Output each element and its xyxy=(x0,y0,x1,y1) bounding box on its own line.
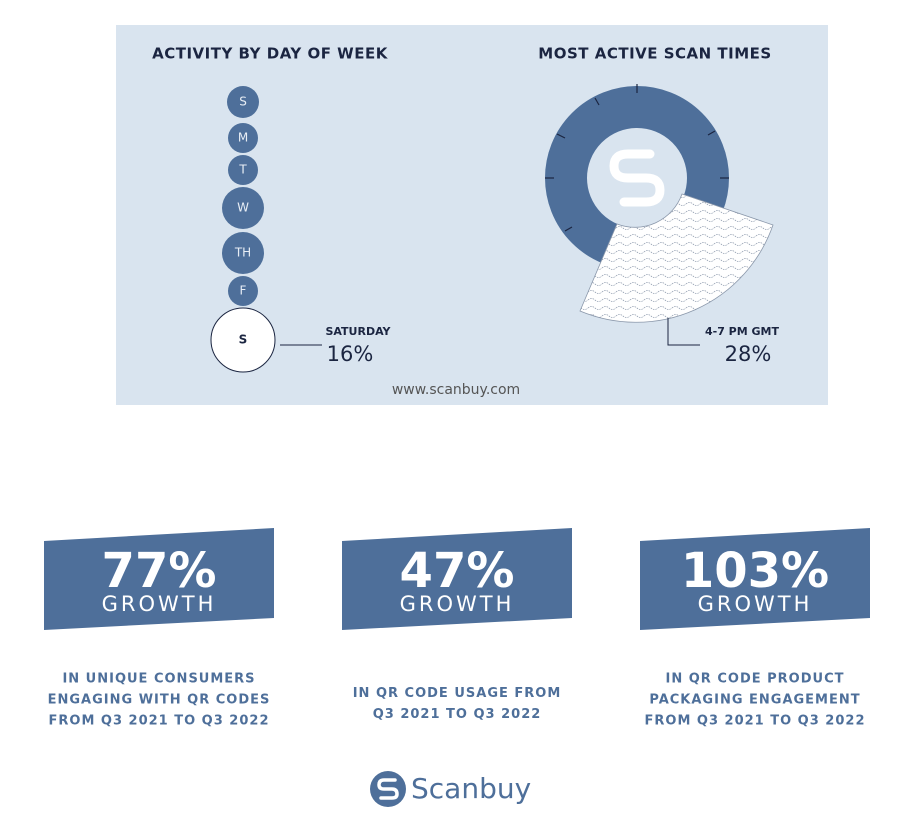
panel-title: MOST ACTIVE SCAN TIMES xyxy=(538,45,771,63)
highlight-value: 16% xyxy=(327,342,374,366)
stat-description: FROM Q3 2021 TO Q3 2022 xyxy=(645,714,866,729)
stat-banner xyxy=(640,528,870,630)
stat-banner xyxy=(44,528,274,630)
stat-banner xyxy=(342,528,572,630)
day-circle xyxy=(228,123,258,153)
day-circle xyxy=(222,187,264,229)
highlight-wedge xyxy=(579,193,774,323)
highlight-day: S xyxy=(239,333,248,347)
logo-mark xyxy=(609,149,665,207)
day-label: T xyxy=(238,163,247,177)
stat-value: 47% xyxy=(400,543,515,599)
stat-description: IN UNIQUE CONSUMERS xyxy=(62,672,255,687)
highlight-label: 4-7 PM GMT xyxy=(705,325,780,338)
website: www.scanbuy.com xyxy=(392,382,520,398)
stat-description: PACKAGING ENGAGEMENT xyxy=(649,693,860,708)
day-circle xyxy=(228,276,258,306)
brand-logo-mark xyxy=(377,778,399,800)
day-circle xyxy=(227,86,259,118)
clock-ticks xyxy=(545,84,729,232)
day-label: S xyxy=(239,95,247,109)
day-label: W xyxy=(237,201,249,215)
connector xyxy=(667,318,700,346)
highlight-label: SATURDAY xyxy=(325,325,391,338)
stat-description: IN QR CODE PRODUCT xyxy=(666,672,845,687)
highlight-value: 28% xyxy=(725,342,772,366)
stat-label: GROWTH xyxy=(102,592,217,616)
day-label: F xyxy=(240,284,247,298)
day-label: TH xyxy=(234,246,251,260)
day-label: M xyxy=(238,131,248,145)
stat-value: 103% xyxy=(681,543,829,599)
stat-description: Q3 2021 TO Q3 2022 xyxy=(373,707,542,722)
day-circle xyxy=(228,155,258,185)
panel-title: ACTIVITY BY DAY OF WEEK xyxy=(152,45,389,63)
stat-description: FROM Q3 2021 TO Q3 2022 xyxy=(49,714,270,729)
day-circles: S M T W TH F xyxy=(222,86,264,306)
stat-value: 77% xyxy=(102,543,217,599)
highlight-circle xyxy=(210,307,276,373)
brand-name: Scanbuy xyxy=(411,772,531,805)
stat-label: GROWTH xyxy=(400,592,515,616)
stat-description: ENGAGING WITH QR CODES xyxy=(48,693,271,708)
day-circle xyxy=(222,232,264,274)
stat-label: GROWTH xyxy=(698,592,813,616)
stat-description: IN QR CODE USAGE FROM xyxy=(353,686,562,701)
